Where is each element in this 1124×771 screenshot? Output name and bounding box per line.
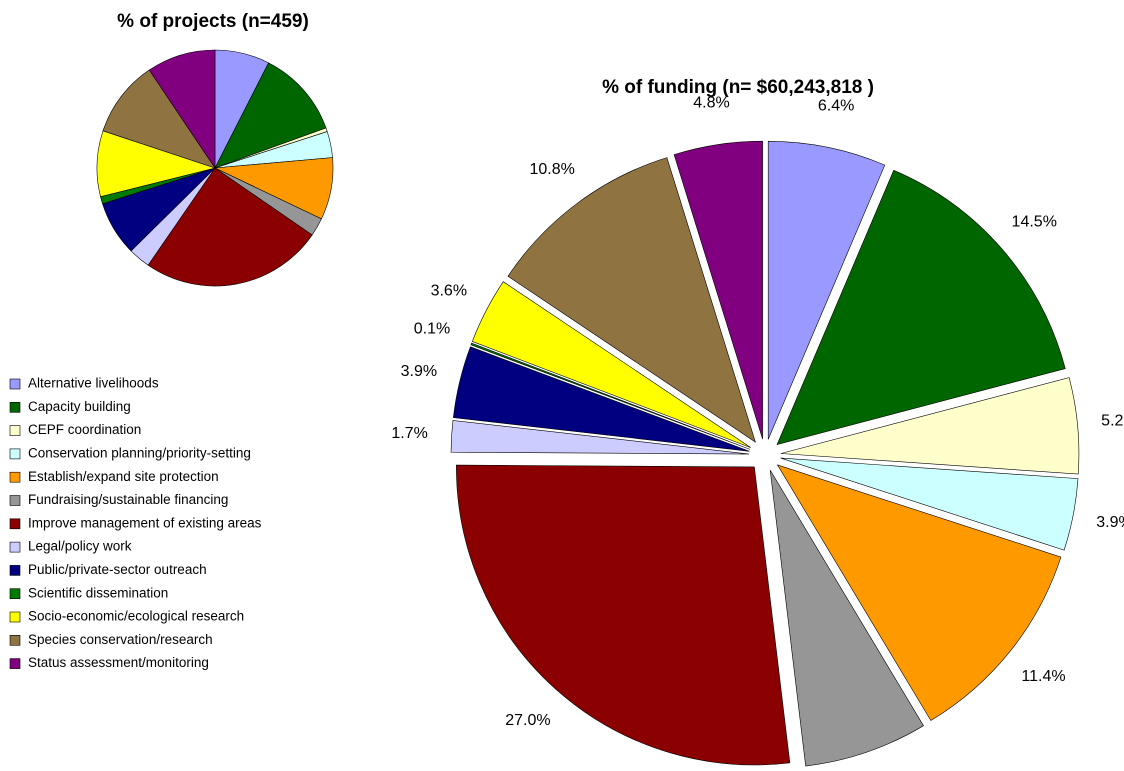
legend-label: Establish/expand site protection bbox=[28, 469, 219, 484]
pie-slice: Alternative livelihoods bbox=[767, 141, 886, 440]
pie-slice: Capacity building bbox=[776, 169, 1066, 445]
legend-swatch bbox=[9, 634, 21, 646]
data-label: 3.9% bbox=[401, 363, 437, 380]
pie-slice: Conservation planning/priority-setting bbox=[780, 457, 1079, 551]
pie-slice: Establish/expand site protection bbox=[776, 464, 1062, 721]
data-label: 0.1% bbox=[414, 320, 450, 337]
legend-label: Improve management of existing areas bbox=[28, 515, 262, 530]
data-label: 14.5% bbox=[1012, 213, 1057, 230]
data-label: 3.6% bbox=[431, 283, 467, 300]
pie-slice: Legal/policy work bbox=[450, 420, 750, 455]
legend-label: Species conservation/research bbox=[28, 632, 213, 647]
legend-label: Legal/policy work bbox=[28, 539, 132, 554]
data-label: 4.8% bbox=[693, 94, 729, 111]
legend-label: CEPF coordination bbox=[28, 422, 141, 437]
pie-slice: Status assessment/monitoring bbox=[148, 49, 216, 169]
pie-slice: CEPF coordination bbox=[780, 377, 1080, 475]
pie-slice: Socio-economic/ecological research bbox=[471, 281, 751, 448]
pie-slice: Status assessment/monitoring bbox=[673, 140, 763, 440]
legend-label: Public/private-sector outreach bbox=[28, 562, 207, 577]
pie-slice: Public/private-sector outreach bbox=[453, 346, 750, 452]
legend-label: Scientific dissemination bbox=[28, 585, 168, 600]
legend-swatch bbox=[9, 565, 21, 576]
legend-swatch bbox=[9, 401, 21, 413]
legend-label: Alternative livelihoods bbox=[28, 376, 159, 391]
pie-slice: Fundraising/sustainable financing bbox=[769, 469, 924, 767]
chart-title: % of projects (n=459) bbox=[117, 11, 309, 32]
data-label: 1.7% bbox=[391, 425, 427, 442]
legend-swatch bbox=[9, 588, 21, 600]
legend-label: Fundraising/sustainable financing bbox=[28, 492, 228, 507]
legend-swatch bbox=[9, 658, 21, 669]
legend-label: Socio-economic/ecological research bbox=[28, 609, 244, 624]
pie-slice: Scientific dissemination bbox=[470, 342, 751, 450]
legend-label: Status assessment/monitoring bbox=[28, 655, 209, 670]
data-label: 10.8% bbox=[529, 161, 574, 178]
data-label: 3.9% bbox=[1096, 514, 1124, 531]
pie-slice: Capacity building bbox=[214, 62, 327, 169]
legend-swatch bbox=[9, 425, 21, 436]
pie-slice: Species conservation/research bbox=[102, 69, 216, 169]
pie-slice: Improve management of existing areas bbox=[456, 464, 791, 766]
legend-swatch bbox=[9, 471, 21, 483]
data-label: 6.4% bbox=[818, 97, 854, 114]
legend-swatch bbox=[9, 378, 21, 390]
chart-title: % of funding (n= $60,243,818 ) bbox=[602, 77, 874, 98]
legend-swatch bbox=[9, 518, 21, 530]
data-label: 27.0% bbox=[505, 712, 550, 729]
pie-slice: Improve management of existing areas bbox=[147, 167, 313, 287]
pie-slice: Species conservation/research bbox=[507, 157, 756, 443]
data-label: 5.2% bbox=[1101, 413, 1124, 430]
data-label: 11.4% bbox=[1021, 668, 1065, 685]
legend-label: Conservation planning/priority-setting bbox=[28, 445, 251, 460]
legend-label: Capacity building bbox=[28, 399, 131, 414]
legend-swatch bbox=[9, 495, 21, 506]
legend-swatch bbox=[9, 611, 21, 623]
legend-swatch bbox=[9, 541, 21, 553]
legend-swatch bbox=[9, 448, 21, 460]
